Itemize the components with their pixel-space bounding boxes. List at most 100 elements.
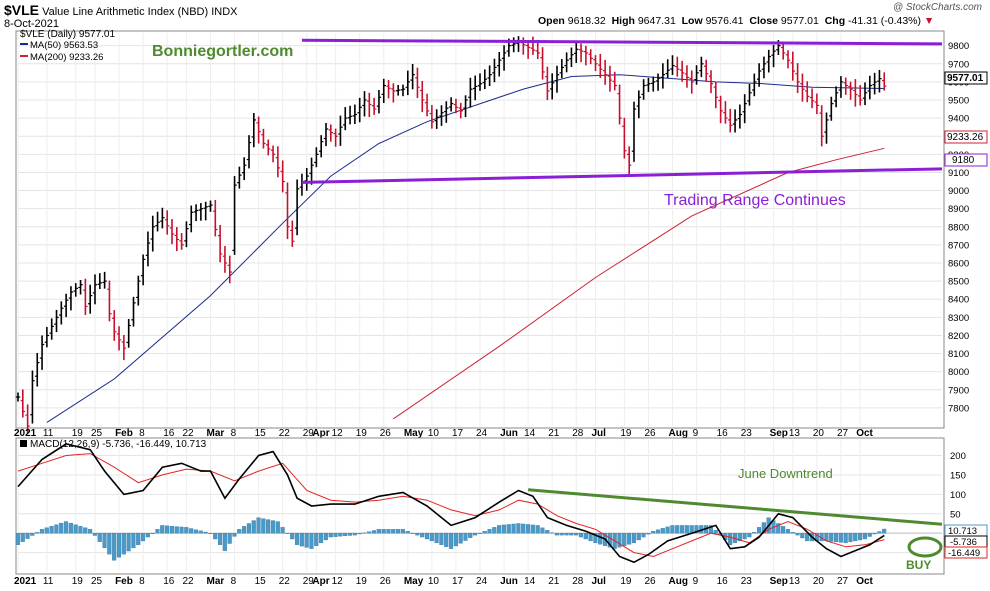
- histogram-bar: [622, 533, 627, 546]
- x-tick-label: Apr: [312, 428, 329, 439]
- x-tick-label: Aug: [669, 428, 688, 439]
- histogram-bar: [631, 533, 636, 544]
- price-tick-label: 8800: [948, 222, 969, 233]
- histogram-bar: [578, 533, 584, 538]
- histogram-bar: [420, 533, 425, 538]
- histogram-bar: [627, 533, 632, 545]
- x-tick-label: Oct: [856, 576, 873, 587]
- histogram-bar: [867, 533, 872, 537]
- histogram-bar: [400, 529, 405, 534]
- price-tick-label: 8600: [948, 259, 969, 270]
- ma50-line: [46, 74, 885, 423]
- price-tick-label: 8500: [948, 277, 969, 288]
- june-downtrend-line: [528, 488, 943, 526]
- legend-price: $VLE (Daily) 9577.01: [20, 29, 115, 40]
- hist-value-label: 10.713: [948, 526, 977, 537]
- histogram-bar: [564, 533, 569, 536]
- histogram-bar: [237, 529, 242, 534]
- histogram-bar: [319, 533, 324, 544]
- histogram-bar: [333, 533, 338, 537]
- histogram-bar: [829, 533, 834, 542]
- histogram-bar: [833, 533, 839, 543]
- histogram-bar: [636, 533, 641, 541]
- histogram-bar: [497, 525, 502, 534]
- histogram-bar: [583, 533, 588, 540]
- histogram-bar: [391, 529, 396, 534]
- histogram-bar: [458, 533, 463, 544]
- x-tick-label: Jun: [500, 576, 518, 587]
- histogram-bar: [607, 533, 612, 548]
- histogram-bar: [713, 530, 718, 534]
- histogram-bar: [525, 524, 531, 534]
- histogram-bar: [396, 529, 401, 534]
- x-tick-label: 19: [72, 428, 84, 439]
- histogram-bar: [352, 533, 357, 536]
- histogram-bar: [593, 533, 598, 544]
- histogram-bar: [203, 531, 208, 534]
- histogram-bar: [314, 533, 319, 546]
- histogram-bar: [463, 533, 468, 541]
- low-value: 9576.41: [705, 15, 744, 27]
- histogram-bar: [140, 533, 146, 542]
- x-tick-label: 19: [356, 576, 368, 587]
- histogram-bar: [290, 533, 295, 540]
- price-tick-label: 8300: [948, 313, 969, 324]
- histogram-bar: [473, 533, 478, 536]
- price-tick-label: 7900: [948, 385, 969, 396]
- macd-tick-label: 100: [950, 490, 966, 501]
- histogram-bar: [256, 517, 261, 534]
- last-price-label: 9577.01: [947, 73, 984, 84]
- histogram-bar: [487, 529, 492, 534]
- x-tick-label: 19: [620, 576, 632, 587]
- x-tick-label: 8: [231, 428, 237, 439]
- x-tick-label: 15: [255, 576, 267, 587]
- x-tick-label: 22: [182, 428, 194, 439]
- legend-ma200: MA(200) 9233.26: [30, 52, 103, 63]
- histogram-bar: [858, 533, 863, 541]
- histogram-bar: [550, 532, 555, 534]
- histogram-bar: [415, 533, 420, 536]
- price-tick-label: 9700: [948, 59, 969, 70]
- x-tick-label: Mar: [207, 576, 225, 587]
- price-tick-label: 9100: [948, 168, 969, 179]
- x-tick-label: 23: [741, 576, 753, 587]
- legend-ma50: MA(50) 9563.53: [30, 40, 98, 51]
- histogram-bar: [63, 521, 69, 534]
- ma200-tag: 9233.26: [944, 130, 988, 144]
- x-tick-label: 9: [693, 428, 699, 439]
- x-tick-label: Jul: [592, 576, 607, 587]
- histogram-bar: [530, 524, 535, 534]
- high-label: High: [611, 15, 635, 27]
- histogram-bar: [482, 531, 487, 534]
- histogram-bar: [559, 533, 564, 536]
- histogram-bar: [506, 524, 511, 534]
- histogram-bar: [617, 533, 622, 548]
- chg-value: -41.31 (-0.43%): [848, 15, 921, 27]
- trendlines: [301, 38, 943, 184]
- histogram-bar: [35, 532, 40, 534]
- histogram-bar: [439, 533, 444, 545]
- x-tick-label: 10: [428, 576, 440, 587]
- histogram-bar: [448, 533, 454, 549]
- x-tick-label: 19: [72, 576, 84, 587]
- x-tick-label: 16: [717, 428, 729, 439]
- x-tick-label: 13: [789, 428, 801, 439]
- x-tick-label: 9: [693, 576, 699, 587]
- histogram-bar: [116, 533, 122, 558]
- buy-circle: [907, 536, 943, 558]
- histogram-bar: [376, 529, 381, 534]
- histogram-bar: [266, 519, 271, 534]
- high-value: 9647.31: [637, 15, 676, 27]
- histogram-bar: [371, 530, 377, 534]
- histogram-bar: [102, 533, 107, 549]
- legend-macd: MACD(12,26,9) -5.736, -16.449, 10.713: [30, 439, 207, 450]
- histogram-bar: [554, 533, 559, 536]
- watermark: Bonniegortler.com: [152, 43, 293, 60]
- histogram-bar: [179, 526, 184, 534]
- histogram-bar: [521, 523, 526, 534]
- price-y-axis: 7800 7900 8000 8100 8200 8300 8400 8500 8600 8700…: [948, 41, 969, 414]
- x-tick-label: 16: [163, 428, 175, 439]
- histogram-bar: [511, 523, 516, 534]
- histogram-bar: [304, 533, 309, 548]
- x-tick-label: Jul: [592, 428, 607, 439]
